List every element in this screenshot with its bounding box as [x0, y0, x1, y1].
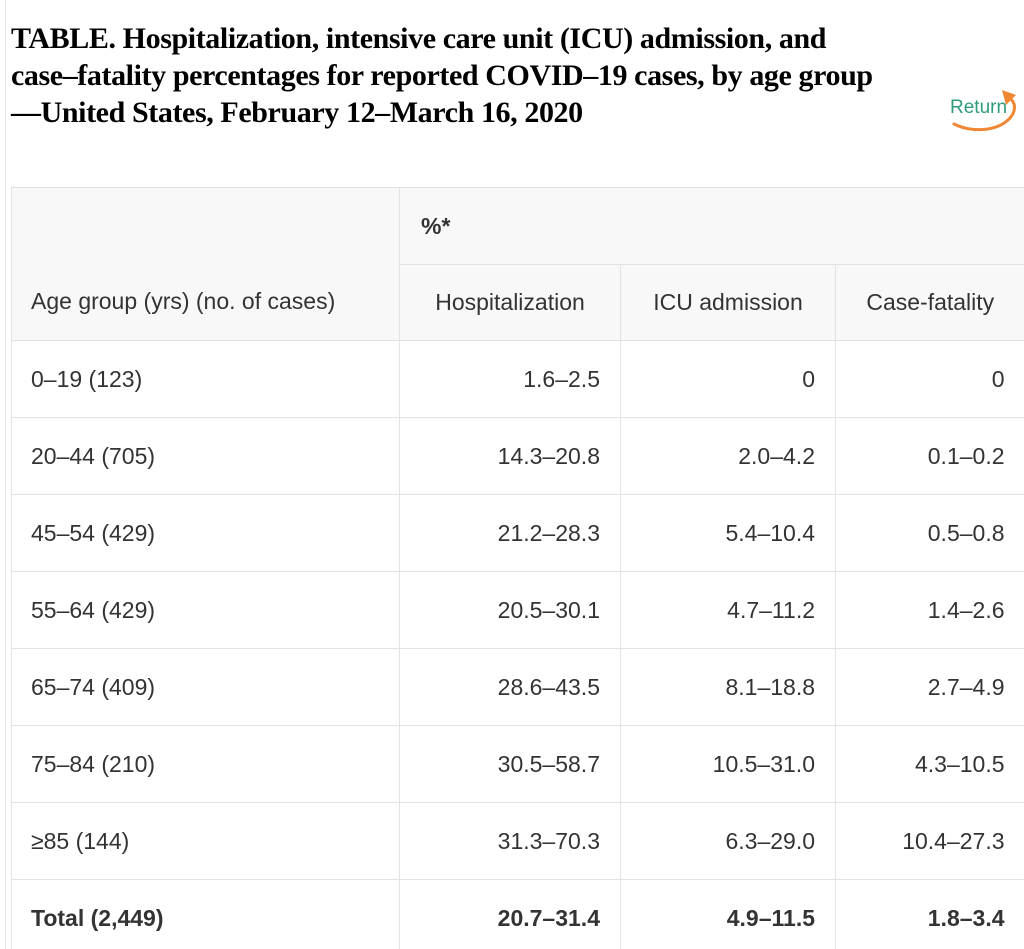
header-row-measures: Hospitalization ICU admission Case-fatal… — [12, 264, 1024, 341]
table-title-line-2: case–fatality percentages for reported C… — [11, 59, 873, 92]
cell-age-group: 65–74 (409) — [11, 648, 400, 726]
cell-icu-admission: 10.5–31.0 — [620, 725, 836, 803]
cell-case-fatality: 0.5–0.8 — [834, 494, 1024, 572]
col-header-age-group: Age group (yrs) (no. of cases) — [11, 187, 400, 341]
cell-icu-admission: 2.0–4.2 — [620, 417, 836, 495]
table-title-line-3: —United States, February 12–March 16, 20… — [11, 96, 583, 129]
cell-age-group: 0–19 (123) — [11, 340, 400, 418]
return-link-label: Return — [950, 97, 1008, 118]
cell-icu-admission: 5.4–10.4 — [620, 494, 836, 572]
table-title-line-1: TABLE. Hospitalization, intensive care u… — [11, 22, 827, 55]
cell-hospitalization: 1.6–2.5 — [399, 340, 621, 418]
table-title: TABLE. Hospitalization, intensive care u… — [11, 20, 1021, 131]
cell-case-fatality-total: 1.8–3.4 — [834, 879, 1024, 949]
table-header: Age group (yrs) (no. of cases) %* Hospit… — [11, 187, 1024, 341]
table-body: 0–19 (123) 1.6–2.5 0 0 20–44 (705) 14.3–… — [11, 340, 1024, 949]
col-header-hospitalization: Hospitalization — [399, 264, 621, 341]
table-row: 20–44 (705) 14.3–20.8 2.0–4.2 0.1–0.2 — [11, 417, 1024, 495]
covid-age-table: Age group (yrs) (no. of cases) %* Hospit… — [11, 187, 1024, 949]
table-row: 55–64 (429) 20.5–30.1 4.7–11.2 1.4–2.6 — [11, 571, 1024, 649]
cell-case-fatality: 10.4–27.3 — [834, 802, 1024, 880]
cell-age-group: 55–64 (429) — [11, 571, 400, 649]
cell-case-fatality: 1.4–2.6 — [834, 571, 1024, 649]
return-link[interactable]: Return — [950, 90, 1022, 134]
header-row-percent: Age group (yrs) (no. of cases) %* — [11, 187, 1024, 341]
table-total-row: Total (2,449) 20.7–31.4 4.9–11.5 1.8–3.4 — [11, 879, 1024, 949]
article-page: TABLE. Hospitalization, intensive care u… — [5, 0, 1024, 949]
table-row: 65–74 (409) 28.6–43.5 8.1–18.8 2.7–4.9 — [11, 648, 1024, 726]
cell-case-fatality: 4.3–10.5 — [834, 725, 1024, 803]
cell-icu-admission-total: 4.9–11.5 — [620, 879, 836, 949]
cell-hospitalization: 20.5–30.1 — [399, 571, 621, 649]
return-arrow-icon — [952, 90, 1016, 132]
cell-icu-admission: 8.1–18.8 — [620, 648, 836, 726]
table-row: ≥85 (144) 31.3–70.3 6.3–29.0 10.4–27.3 — [11, 802, 1024, 880]
col-header-icu-admission: ICU admission — [620, 264, 836, 341]
cell-icu-admission: 0 — [620, 340, 836, 418]
cell-age-group: 45–54 (429) — [11, 494, 400, 572]
cell-age-group: ≥85 (144) — [11, 802, 400, 880]
cell-hospitalization: 28.6–43.5 — [399, 648, 621, 726]
cell-case-fatality: 0 — [834, 340, 1024, 418]
cell-age-group: 20–44 (705) — [11, 417, 400, 495]
cell-age-group: 75–84 (210) — [11, 725, 400, 803]
cell-hospitalization: 30.5–58.7 — [399, 725, 621, 803]
cell-hospitalization: 14.3–20.8 — [399, 417, 621, 495]
table-row: 75–84 (210) 30.5–58.7 10.5–31.0 4.3–10.5 — [11, 725, 1024, 803]
col-header-percent: %* — [398, 187, 1024, 265]
cell-icu-admission: 4.7–11.2 — [620, 571, 836, 649]
col-header-case-fatality: Case-fatality — [834, 264, 1024, 341]
cell-age-group-total: Total (2,449) — [11, 879, 400, 949]
cell-case-fatality: 2.7–4.9 — [834, 648, 1024, 726]
table-row: 0–19 (123) 1.6–2.5 0 0 — [11, 340, 1024, 418]
cell-hospitalization: 21.2–28.3 — [399, 494, 621, 572]
cell-case-fatality: 0.1–0.2 — [834, 417, 1024, 495]
cell-icu-admission: 6.3–29.0 — [620, 802, 836, 880]
cell-hospitalization-total: 20.7–31.4 — [399, 879, 621, 949]
cell-hospitalization: 31.3–70.3 — [399, 802, 621, 880]
table-row: 45–54 (429) 21.2–28.3 5.4–10.4 0.5–0.8 — [11, 494, 1024, 572]
